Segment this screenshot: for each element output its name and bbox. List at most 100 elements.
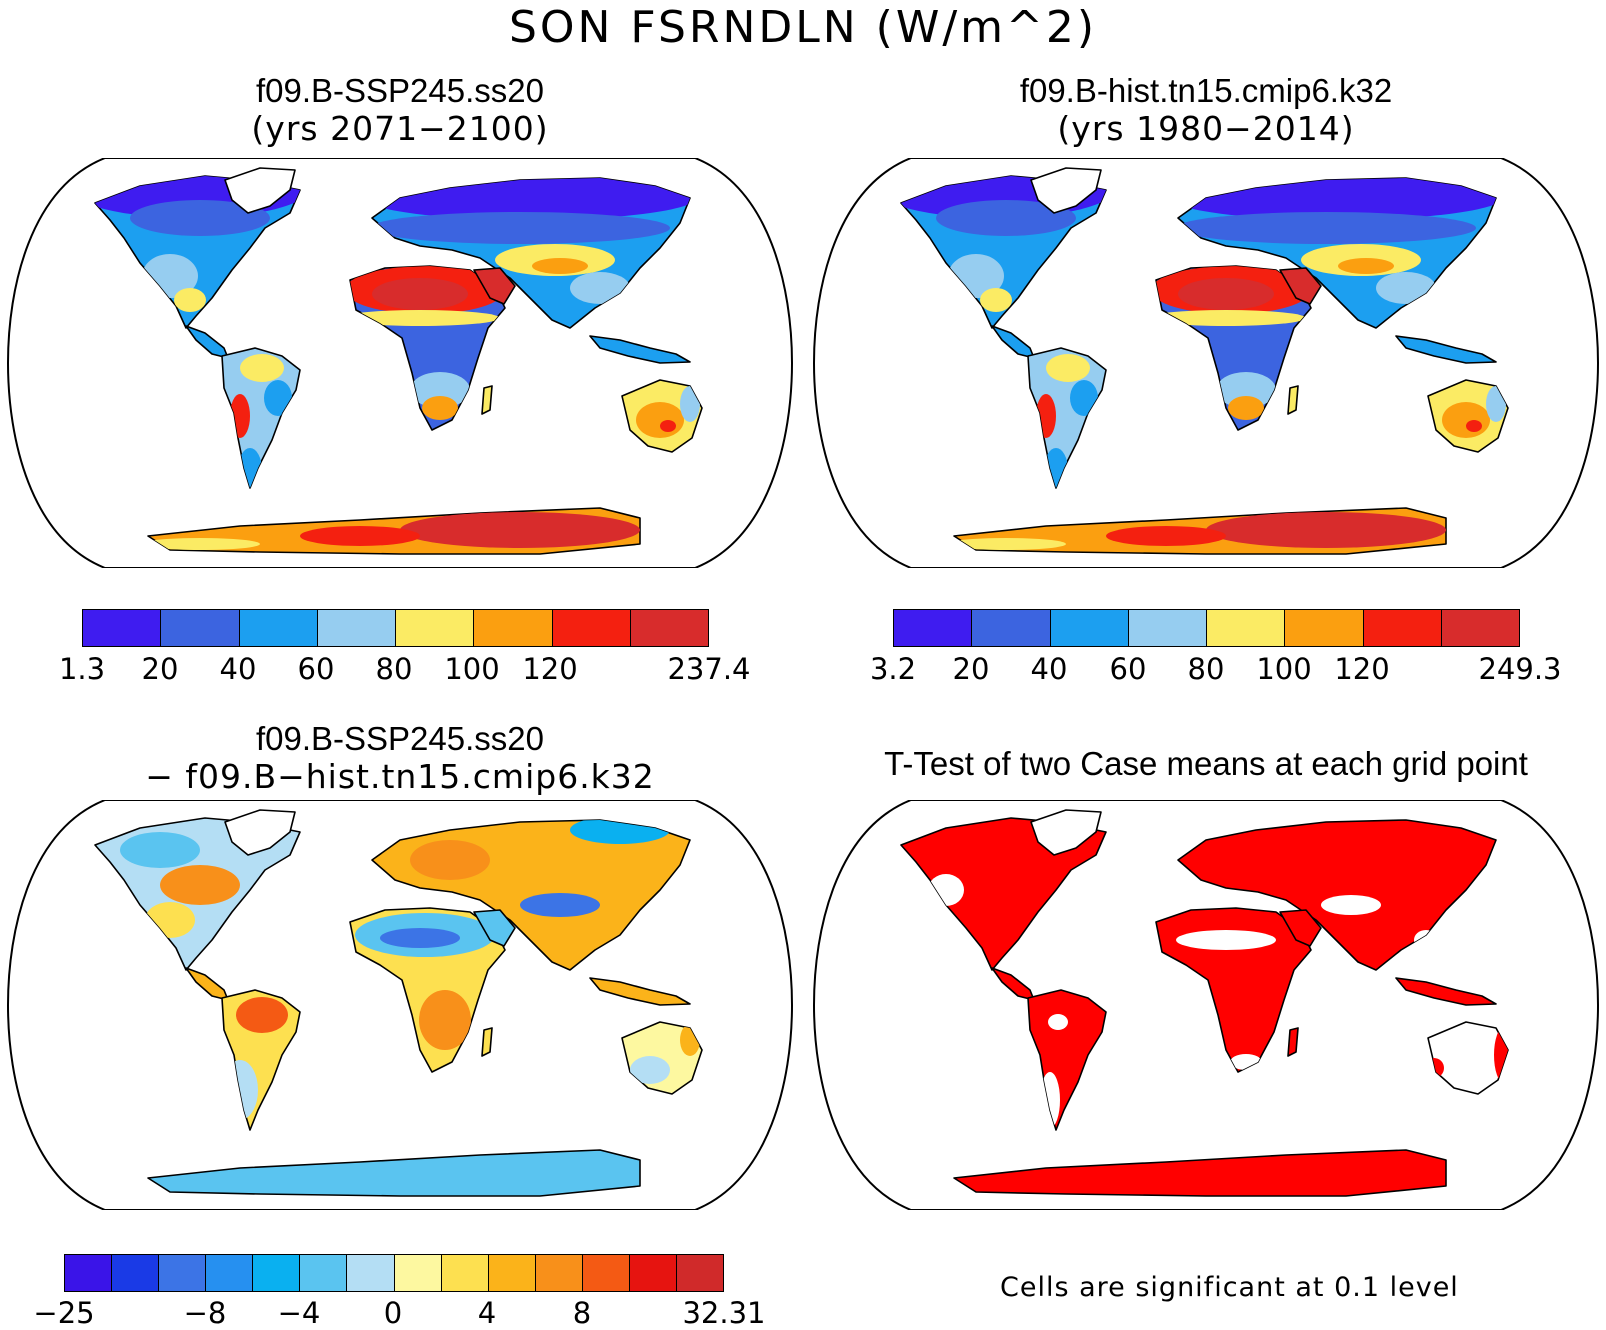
colorbar-tick-label: 80 [1187,652,1225,686]
continent-madagascar [481,1027,493,1057]
shading-region [660,420,676,432]
continent-madagascar [1287,385,1299,415]
colorbar-swatch [159,1255,207,1291]
colorbar-swatch [474,610,553,646]
shading-region [1338,258,1394,274]
shading-region [1106,526,1226,546]
colorbar-tick-label: 32.31 [682,1296,766,1330]
panel-1-years: (yrs 2071−2100) [251,109,549,148]
shading-region [1321,895,1381,915]
panel-1-colorbar [82,609,709,647]
colorbar-swatch [488,1255,536,1291]
shading-region [936,200,1076,236]
continent-southAmerica [1027,989,1107,1131]
shading-region [264,380,292,416]
continent-arabia [1279,909,1322,947]
shading-region [372,278,468,310]
shading-region [238,448,262,488]
panel-4-title: T-Test of two Case means at each grid po… [806,745,1606,783]
panel-2-map [812,158,1600,568]
colorbar-tick-label: 3.2 [869,652,917,686]
colorbar-swatch [894,610,973,646]
continent-centralAmerica [991,967,1035,1001]
shading-region [1046,354,1090,382]
shading-region [410,372,470,408]
colorbar-tick-label: 20 [952,652,990,686]
colorbar-swatch [65,1255,113,1291]
shading-region [1156,310,1306,326]
shading-region [174,288,206,312]
shading-region [130,200,270,236]
colorbar-swatch [1128,610,1207,646]
colorbar-tick-label: 120 [522,652,578,686]
shading-region [1376,272,1436,304]
continent-australia [1427,1021,1509,1095]
panel-3-case-name: f09.B-SSP245.ss20 [255,720,544,757]
shading-region [1216,372,1276,408]
colorbar-tick-label: 8 [572,1296,592,1330]
colorbar-swatch [630,610,708,646]
colorbar-tick-label: 0 [383,1296,403,1330]
shading-region [419,990,471,1050]
shading-region [680,386,700,422]
colorbar-swatch [161,610,240,646]
colorbar-swatch [629,1255,678,1291]
colorbar-swatch [394,1255,442,1291]
continent-madagascar [1287,1027,1299,1057]
shading-region [1494,1027,1508,1083]
shading-region [350,310,500,326]
panel-2-years: (yrs 1980−2014) [1057,109,1355,148]
panel-3-minus-case: − f09.B−hist.tn15.cmip6.k32 [145,757,655,796]
colorbar-tick-label: 60 [297,652,335,686]
shading-region [1178,278,1274,310]
map-projection-border [812,158,1600,568]
continent-indonesia [1395,977,1497,1006]
colorbar-swatch [1285,610,1364,646]
shading-region [148,538,260,550]
colorbar-swatch [677,1255,724,1291]
colorbar-swatch [1363,610,1442,646]
colorbar-tick-label: 1.3 [58,652,106,686]
continent-greenland [224,167,296,214]
shading-region [410,840,490,880]
shading-region [160,865,240,905]
colorbar-swatch [1050,610,1129,646]
figure-title: SON FSRNDLN (W/m^2) [508,2,1098,53]
continent-greenland [1030,167,1102,214]
shading-region [1428,1058,1444,1078]
colorbar-tick-label: −4 [277,1296,321,1330]
panel-3-map [6,800,794,1210]
shading-region [928,874,964,906]
shading-region [1040,1072,1060,1128]
colorbar-tick-label: 100 [444,652,500,686]
shading-region [300,526,420,546]
shading-region [1442,402,1490,438]
colorbar-tick-label: 20 [141,652,179,686]
shading-region [1048,1014,1068,1030]
colorbar-tick-label: −8 [183,1296,227,1330]
shading-region [1044,448,1068,488]
shading-region [1206,512,1446,548]
colorbar-swatch [582,1255,630,1291]
shading-region [1414,930,1438,950]
continent-indonesia [589,335,691,364]
shading-region [236,997,288,1033]
shading-region [222,1060,258,1120]
panel-1-case-name: f09.B-SSP245.ss20 [255,72,544,109]
panel-4-map [812,800,1600,1210]
continent-antarctica [147,1149,641,1197]
shading-region [1228,396,1264,420]
continent-arabian-peninsula [473,267,516,305]
shading-region [1466,420,1482,432]
continent-madagascar [481,385,493,415]
shading-region [520,893,600,917]
shading-region [636,402,684,438]
panel-2-colorbar [893,609,1520,647]
colorbar-tick-label: 40 [1030,652,1068,686]
colorbar-swatch [253,1255,301,1291]
panel-1-map [6,158,794,568]
continent-greenland [224,809,296,856]
shading-region [630,1056,670,1084]
colorbar-tick-label: 60 [1109,652,1147,686]
panel-1-title: f09.B-SSP245.ss20 (yrs 2071−2100) [0,72,800,148]
